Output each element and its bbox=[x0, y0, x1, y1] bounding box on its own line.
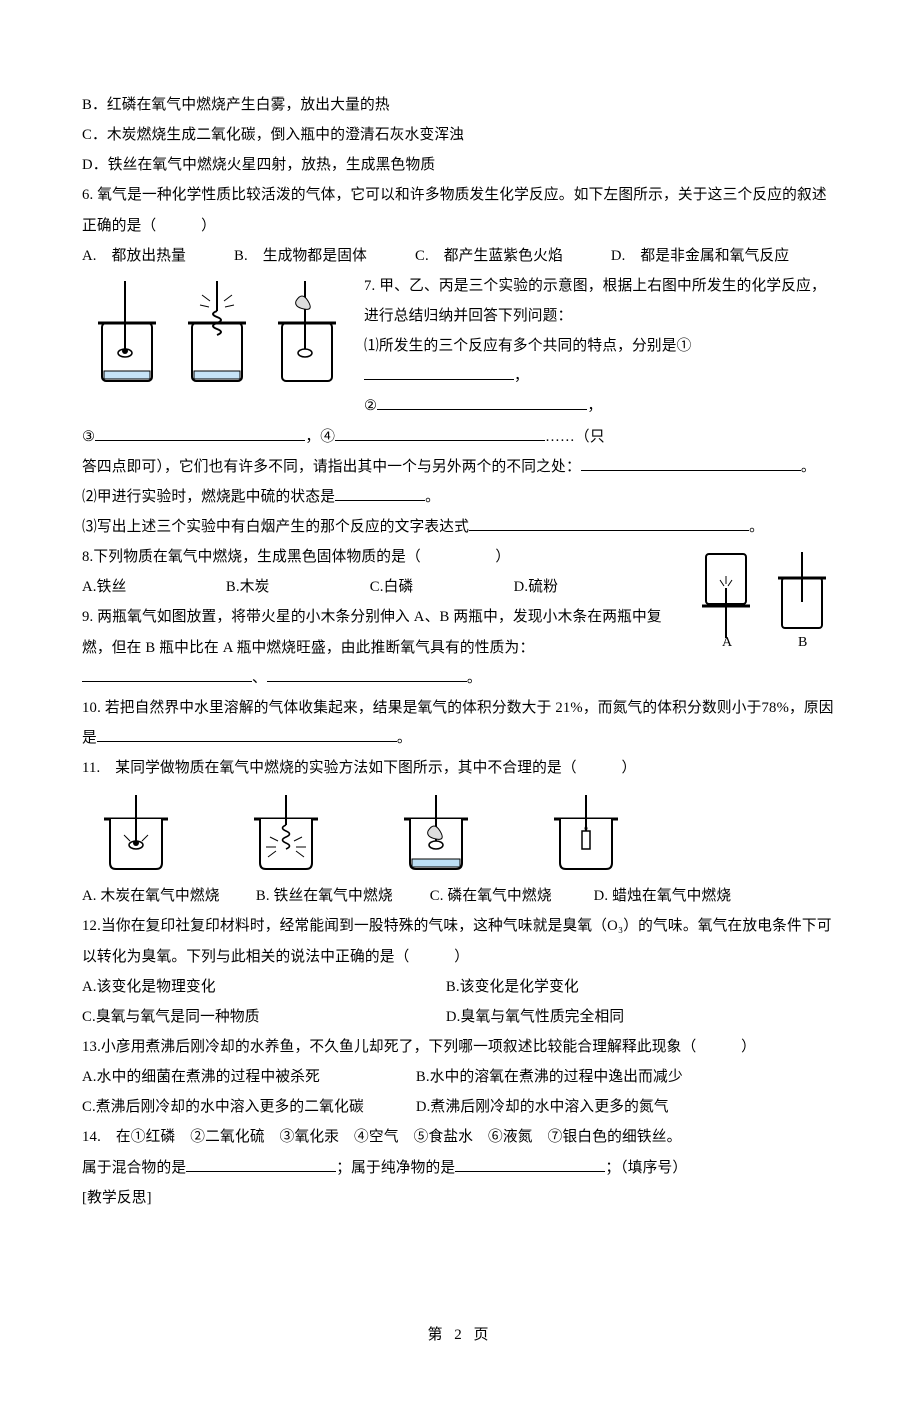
jar-charcoal bbox=[96, 791, 176, 877]
q14-pure-label: ；属于纯净物的是 bbox=[336, 1160, 455, 1176]
q8-opt-d: D.硫粉 bbox=[514, 572, 594, 602]
q13-opt-b: B.水中的溶氧在煮沸的过程中逸出而减少 bbox=[416, 1069, 683, 1085]
q12-stem: 12.当你在复印社复印材料时，经常能闻到一股特殊的气味，这种气味就是臭氧（O₃）… bbox=[82, 911, 838, 971]
sep: 、 bbox=[252, 670, 267, 686]
q7-sub-expr: ⑶写出上述三个实验中有白烟产生的那个反应的文字表达式 。 bbox=[82, 512, 838, 542]
option-b: B．红磷在氧气中燃烧产生白雾，放出大量的热 bbox=[82, 90, 838, 120]
label-a: A bbox=[722, 635, 733, 650]
q7-sub3: ③ ，④ ……（只 bbox=[82, 422, 838, 452]
q11-opt-d: D. 蜡烛在氧气中燃烧 bbox=[594, 881, 732, 911]
q12-row2: C.臭氧与氧气是同一种物质 D.臭氧与氧气性质完全相同 bbox=[82, 1002, 838, 1032]
figure-row-q11 bbox=[96, 791, 838, 877]
figure-three-jars bbox=[82, 271, 352, 394]
q11-opt-b: B. 铁丝在氧气中燃烧 bbox=[256, 881, 426, 911]
q11-opt-a: A. 木炭在氧气中燃烧 bbox=[82, 881, 252, 911]
blank bbox=[455, 1157, 605, 1172]
page-footer: 第 2 页 bbox=[82, 1323, 838, 1344]
period: 。 bbox=[397, 730, 412, 746]
jar-candle bbox=[546, 791, 626, 877]
q6-stem: 6. 氧气是一种化学性质比较活泼的气体，它可以和许多物质发生化学反应。如下左图所… bbox=[82, 180, 838, 240]
period: 。 bbox=[467, 670, 482, 686]
q6-opt-d: D. 都是非金属和氧气反应 bbox=[611, 241, 789, 271]
blank bbox=[97, 727, 397, 742]
q6-opt-b: B. 生成物都是固体 bbox=[234, 241, 367, 271]
q9-text: 9. 两瓶氧气如图放置，将带火星的小木条分别伸入 A、B 两瓶中，发现小木条在两… bbox=[82, 609, 662, 655]
q7-sub-state: ⑵甲进行实验时，燃烧匙中硫的状态是 。 bbox=[82, 482, 838, 512]
label-2: ② bbox=[364, 398, 377, 414]
q6-options: A. 都放出热量 B. 生成物都是固体 C. 都产生蓝紫色火焰 D. 都是非金属… bbox=[82, 241, 838, 271]
q11-opt-c: C. 磷在氧气中燃烧 bbox=[430, 881, 590, 911]
q13-opt-a: A.水中的细菌在煮沸的过程中被杀死 bbox=[82, 1062, 412, 1092]
blank bbox=[82, 667, 252, 682]
ellipsis: ……（只 bbox=[545, 429, 605, 445]
q7-sub1-text: ⑴所发生的三个反应有多个共同的特点，分别是① bbox=[364, 338, 692, 354]
q8-opt-c: C.白磷 bbox=[370, 572, 510, 602]
q14-line2: 属于混合物的是 ；属于纯净物的是 ；（填序号） bbox=[82, 1153, 838, 1183]
period: 。 bbox=[749, 519, 764, 535]
comma: ， bbox=[514, 368, 529, 384]
blank bbox=[267, 667, 467, 682]
period: 。 bbox=[801, 459, 816, 475]
teaching-reflection: [教学反思] bbox=[82, 1183, 838, 1213]
q8-opt-a: A.铁丝 bbox=[82, 572, 222, 602]
q12-row1: A.该变化是物理变化 B.该变化是化学变化 bbox=[82, 972, 838, 1002]
blank bbox=[186, 1157, 336, 1172]
blank bbox=[335, 426, 545, 441]
jar-phosphorus bbox=[396, 791, 476, 877]
q12-opt-a: A.该变化是物理变化 bbox=[82, 972, 442, 1002]
q13-row1: A.水中的细菌在煮沸的过程中被杀死 B.水中的溶氧在煮沸的过程中逸出而减少 bbox=[82, 1062, 838, 1092]
period: 。 bbox=[425, 489, 440, 505]
blank bbox=[581, 456, 801, 471]
q7-diff-text: 答四点即可），它们也有许多不同，请指出其中一个与另外两个的不同之处： bbox=[82, 459, 581, 475]
comma: ， bbox=[587, 398, 602, 414]
q7-sub2: ②， bbox=[82, 391, 838, 421]
q13-opt-d: D.煮沸后刚冷却的水中溶入更多的氮气 bbox=[416, 1099, 669, 1115]
q12-opt-b: B.该变化是化学变化 bbox=[446, 979, 579, 995]
blank bbox=[335, 486, 425, 501]
label-4: ，④ bbox=[305, 429, 335, 445]
label-3: ③ bbox=[82, 429, 95, 445]
q13-row2: C.煮沸后刚冷却的水中溶入更多的二氧化碳 D.煮沸后刚冷却的水中溶入更多的氮气 bbox=[82, 1092, 838, 1122]
blank bbox=[469, 516, 749, 531]
q14-line1: 14. 在①红磷 ②二氧化硫 ③氧化汞 ④空气 ⑤食盐水 ⑥液氮 ⑦银白色的细铁… bbox=[82, 1122, 838, 1152]
blank bbox=[95, 426, 305, 441]
q14-hint: ；（填序号） bbox=[605, 1160, 687, 1176]
q6-opt-c: C. 都产生蓝紫色火焰 bbox=[415, 241, 563, 271]
option-c: C．木炭燃烧生成二氧化碳，倒入瓶中的澄清石灰水变浑浊 bbox=[82, 120, 838, 150]
option-d: D．铁丝在氧气中燃烧火星四射，放热，生成黑色物质 bbox=[82, 150, 838, 180]
q7-state-text: ⑵甲进行实验时，燃烧匙中硫的状态是 bbox=[82, 489, 335, 505]
q6-opt-a: A. 都放出热量 bbox=[82, 241, 186, 271]
q7-diff: 答四点即可），它们也有许多不同，请指出其中一个与另外两个的不同之处： 。 bbox=[82, 452, 838, 482]
q13-stem: 13.小彦用煮沸后刚冷却的水养鱼，不久鱼儿却死了，下列哪一项叙述比较能合理解释此… bbox=[82, 1032, 838, 1062]
jar-iron bbox=[246, 791, 326, 877]
q8-opt-b: B.木炭 bbox=[226, 572, 366, 602]
q11-options: A. 木炭在氧气中燃烧 B. 铁丝在氧气中燃烧 C. 磷在氧气中燃烧 D. 蜡烛… bbox=[82, 881, 838, 911]
blank bbox=[364, 366, 514, 381]
q7-expr-text: ⑶写出上述三个实验中有白烟产生的那个反应的文字表达式 bbox=[82, 519, 469, 535]
figure-a-b: A B bbox=[688, 542, 838, 657]
q12-opt-d: D.臭氧与氧气性质完全相同 bbox=[446, 1009, 624, 1025]
q10: 10. 若把自然界中水里溶解的气体收集起来，结果是氧气的体积分数大于 21%，而… bbox=[82, 693, 838, 753]
label-b: B bbox=[798, 635, 807, 650]
q12-opt-c: C.臭氧与氧气是同一种物质 bbox=[82, 1002, 442, 1032]
q11-stem: 11. 某同学做物质在氧气中燃烧的实验方法如下图所示，其中不合理的是（ ） bbox=[82, 753, 838, 783]
q13-opt-c: C.煮沸后刚冷却的水中溶入更多的二氧化碳 bbox=[82, 1092, 412, 1122]
q14-mix-label: 属于混合物的是 bbox=[82, 1160, 186, 1176]
blank bbox=[377, 396, 587, 411]
